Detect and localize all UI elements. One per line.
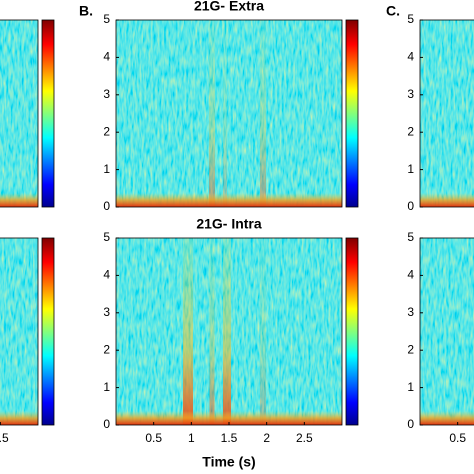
colorbar [345, 19, 359, 208]
spectral-burst [260, 20, 266, 207]
x-tick-label: 2 [263, 431, 270, 445]
y-tick-label: 1 [103, 380, 110, 394]
low-frequency-band [0, 193, 38, 207]
y-tick-label: 2 [103, 124, 110, 138]
plot-frame [0, 19, 39, 208]
spectrogram [0, 238, 38, 425]
spectral-burst [209, 238, 215, 425]
y-tick-label: 5 [407, 230, 414, 244]
spectral-burst [223, 20, 227, 207]
colorbar [41, 19, 55, 208]
panel-title: 21G- Intra [196, 216, 262, 232]
low-frequency-band [420, 193, 474, 207]
spectral-burst [223, 238, 231, 425]
colorbar [41, 237, 55, 426]
y-tick-label: 3 [407, 87, 414, 101]
low-frequency-band [0, 411, 38, 425]
y-tick-label: 1 [103, 162, 110, 176]
y-tick-label: 5 [103, 12, 110, 26]
spectral-burst [260, 238, 266, 425]
x-tick-label: 2.5 [0, 431, 9, 445]
y-tick-label: 3 [103, 87, 110, 101]
spectrogram [420, 238, 474, 425]
plot-frame [419, 19, 474, 208]
y-tick-label: 1 [407, 162, 414, 176]
plot-frame [0, 237, 39, 426]
y-tick-label: 4 [407, 50, 414, 64]
spectrogram [0, 20, 38, 207]
x-tick-label: 0.5 [449, 431, 466, 445]
y-tick-label: 4 [407, 268, 414, 282]
plot-frame [419, 237, 474, 426]
x-tick-label: 1.5 [221, 431, 238, 445]
y-tick-label: 2 [407, 124, 414, 138]
x-axis-label: Time (s) [202, 454, 255, 470]
y-tick-label: 2 [103, 342, 110, 356]
y-tick-label: 1 [407, 380, 414, 394]
y-tick-label: 4 [103, 50, 110, 64]
x-tick-label: 1 [188, 431, 195, 445]
panel-title: 21G- Extra [194, 0, 264, 14]
y-tick-label: 4 [103, 268, 110, 282]
x-tick-label: 0.5 [145, 431, 162, 445]
spectral-burst [183, 238, 193, 425]
spectrogram [116, 20, 342, 207]
y-tick-label: 3 [103, 305, 110, 319]
y-tick-label: 3 [407, 305, 414, 319]
spectral-burst [209, 20, 215, 207]
x-tick-label: 2.5 [296, 431, 313, 445]
panel-label: B. [79, 3, 93, 19]
y-tick-label: 2 [407, 342, 414, 356]
y-tick-label: 0 [407, 417, 414, 431]
y-tick-label: 0 [407, 199, 414, 213]
y-tick-label: 0 [103, 417, 110, 431]
y-tick-label: 0 [103, 199, 110, 213]
plot-frame [115, 19, 343, 208]
colorbar [345, 237, 359, 426]
low-frequency-band [116, 193, 342, 207]
low-frequency-band [116, 411, 342, 425]
panel-label: C. [386, 3, 400, 19]
spectrogram [420, 20, 474, 207]
low-frequency-band [420, 411, 474, 425]
y-tick-label: 5 [407, 12, 414, 26]
y-tick-label: 5 [103, 230, 110, 244]
